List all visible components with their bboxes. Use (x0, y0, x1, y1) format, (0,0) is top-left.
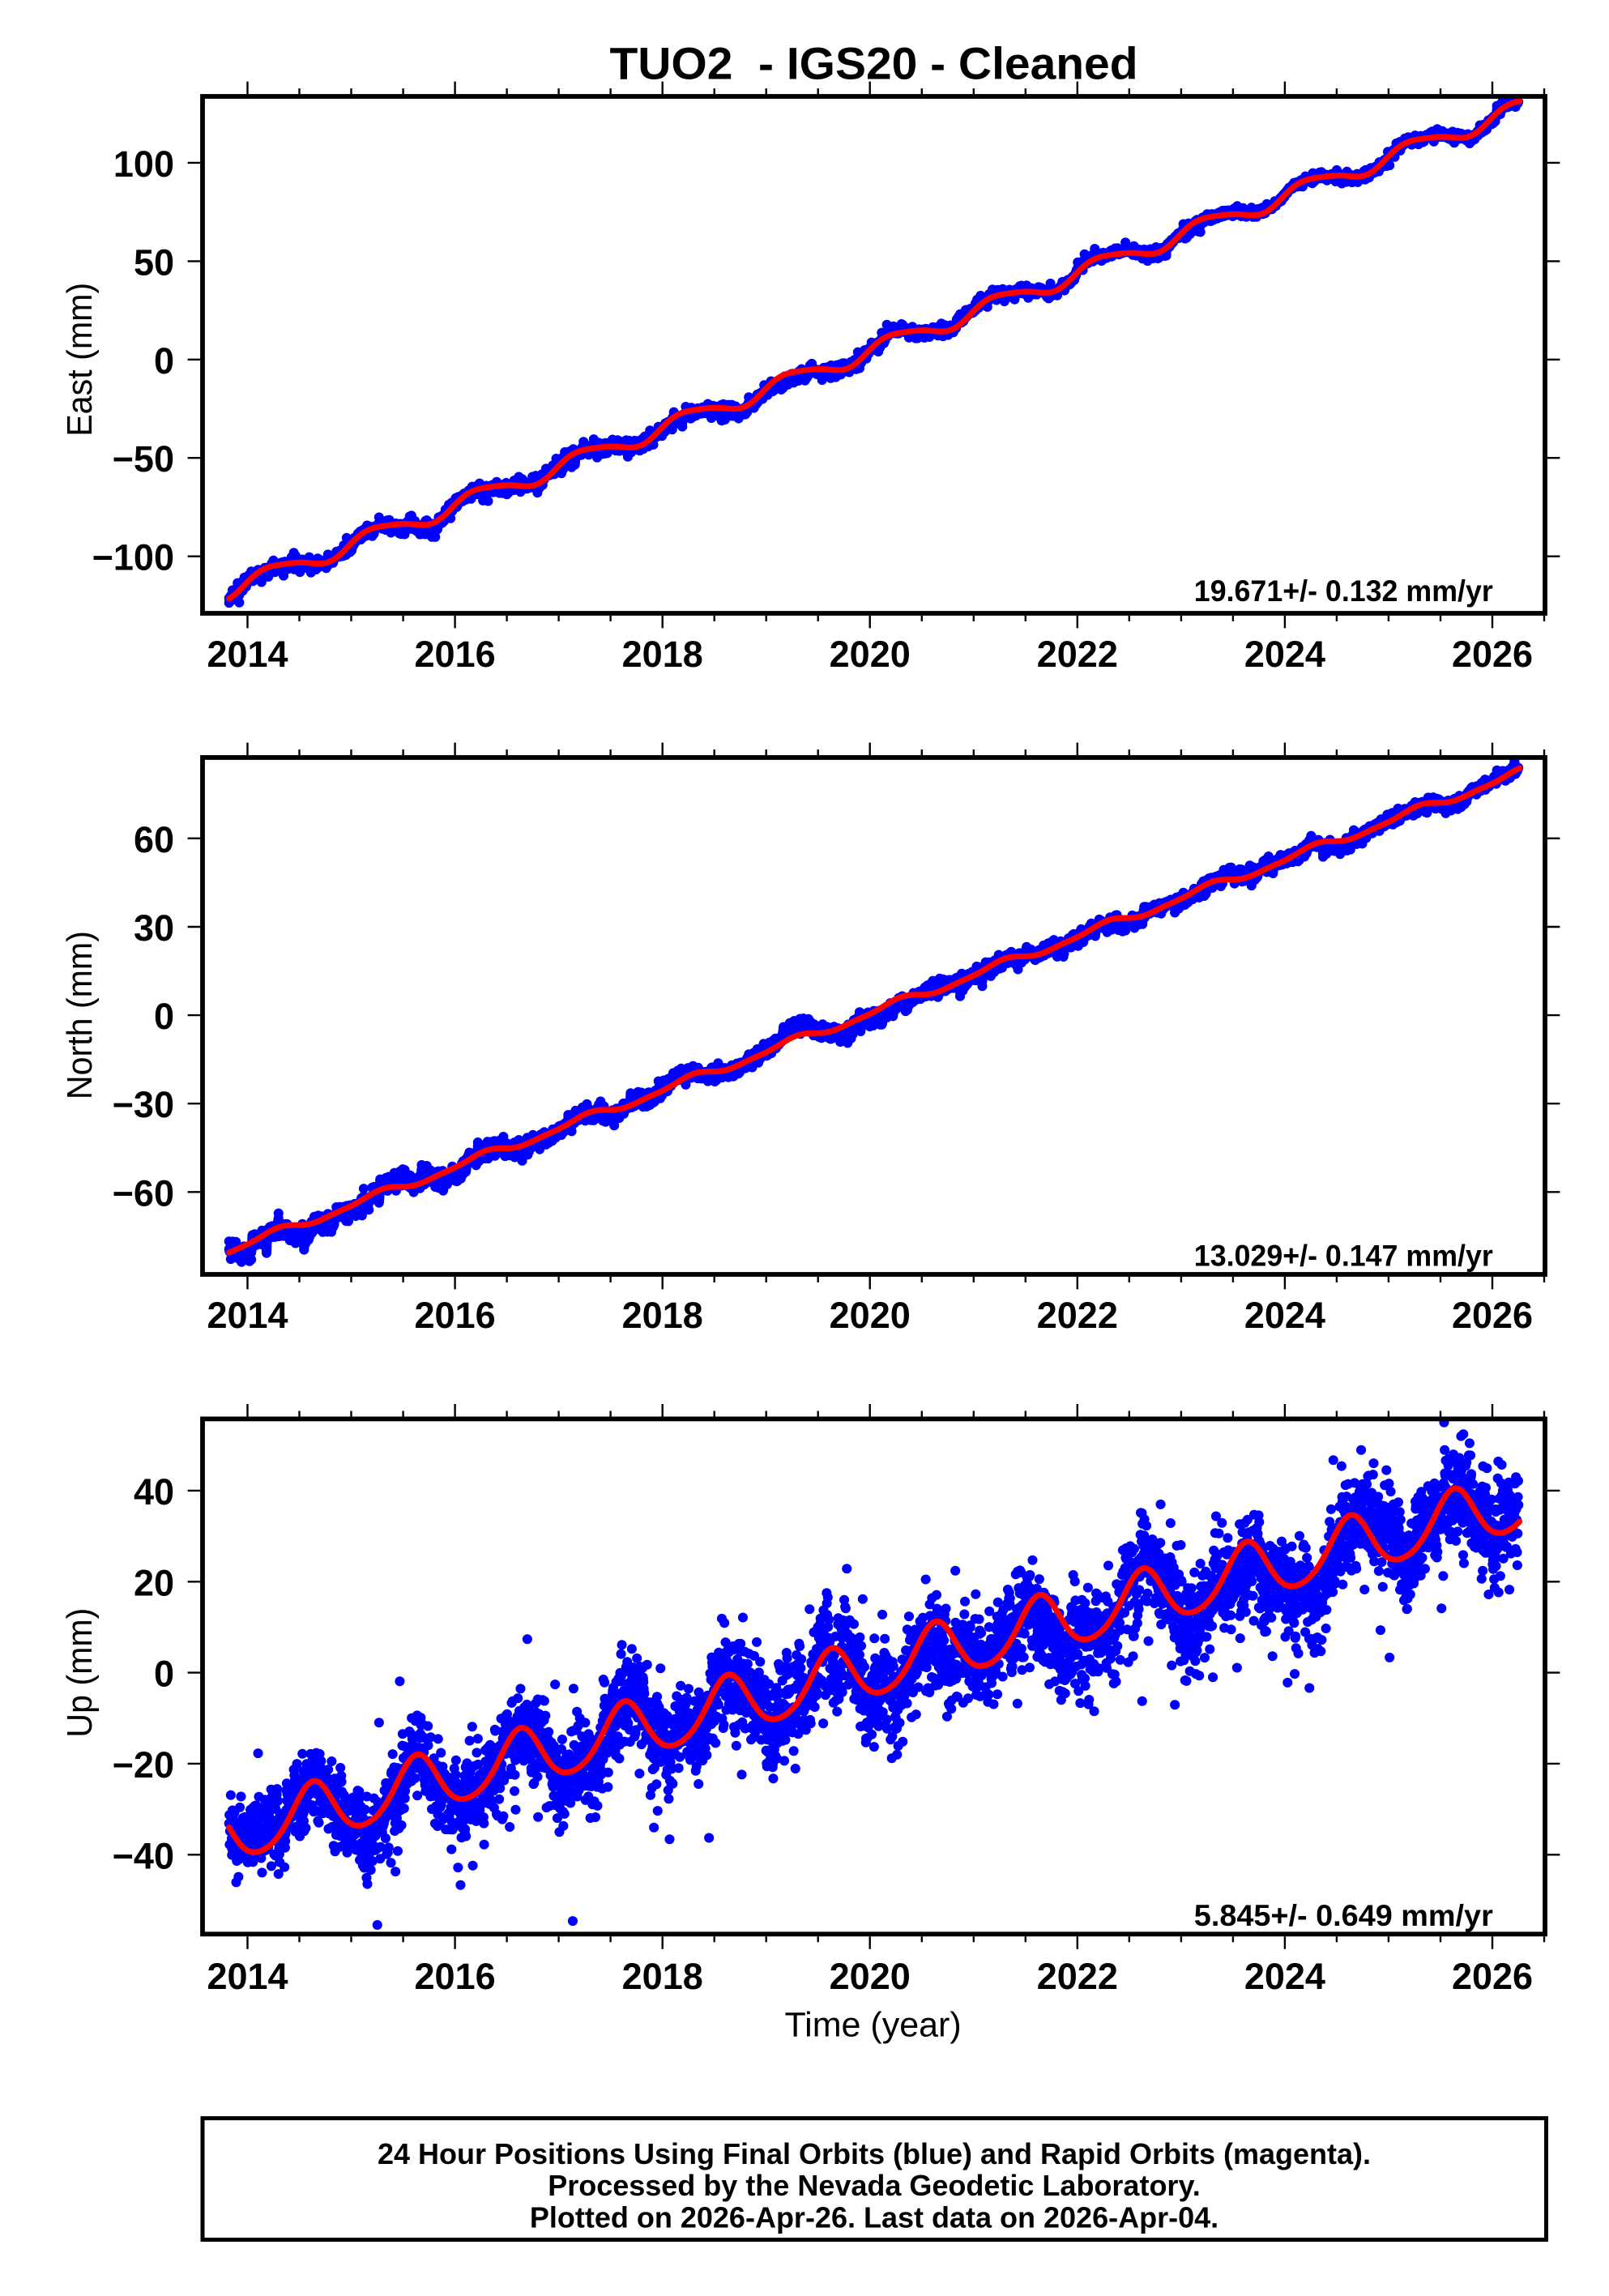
svg-text:13.029+/- 0.147 mm/yr: 13.029+/- 0.147 mm/yr (1194, 1239, 1493, 1272)
svg-text:Plotted on 2026-Apr-26. Last d: Plotted on 2026-Apr-26. Last data on 202… (530, 2200, 1218, 2234)
svg-text:60: 60 (134, 819, 174, 860)
svg-text:2024: 2024 (1244, 634, 1325, 675)
svg-text:2022: 2022 (1037, 634, 1118, 675)
svg-text:2022: 2022 (1037, 1956, 1118, 1997)
svg-text:−40: −40 (113, 1835, 174, 1876)
svg-text:East (mm): East (mm) (60, 283, 100, 437)
svg-text:Up (mm): Up (mm) (60, 1608, 100, 1738)
svg-text:100: 100 (113, 143, 174, 185)
svg-text:0: 0 (154, 1654, 174, 1695)
svg-text:−60: −60 (113, 1172, 174, 1214)
svg-text:2026: 2026 (1452, 1956, 1533, 1997)
svg-text:24 Hour Positions Using Final: 24 Hour Positions Using Final Orbits (bl… (378, 2137, 1371, 2170)
svg-text:2020: 2020 (830, 634, 911, 675)
svg-text:0: 0 (154, 340, 174, 382)
svg-text:2014: 2014 (207, 634, 288, 675)
svg-text:TUO2 - IGS20 - Cleaned: TUO2 - IGS20 - Cleaned (610, 38, 1138, 89)
svg-text:19.671+/- 0.132 mm/yr: 19.671+/- 0.132 mm/yr (1194, 574, 1493, 608)
svg-text:2026: 2026 (1452, 634, 1533, 675)
svg-text:50: 50 (134, 241, 174, 283)
svg-text:North (mm): North (mm) (60, 931, 100, 1099)
svg-text:2018: 2018 (622, 1295, 703, 1336)
svg-text:2024: 2024 (1244, 1956, 1325, 1997)
svg-text:2016: 2016 (415, 1295, 496, 1336)
svg-text:5.845+/- 0.649 mm/yr: 5.845+/- 0.649 mm/yr (1194, 1899, 1493, 1932)
svg-text:2014: 2014 (207, 1295, 288, 1336)
svg-text:2018: 2018 (622, 634, 703, 675)
svg-text:Processed by the Nevada Geodet: Processed by the Nevada Geodetic Laborat… (548, 2169, 1201, 2202)
svg-text:−20: −20 (113, 1744, 174, 1786)
svg-text:30: 30 (134, 907, 174, 949)
svg-text:0: 0 (154, 996, 174, 1037)
svg-text:−30: −30 (113, 1084, 174, 1125)
svg-text:2024: 2024 (1244, 1295, 1325, 1336)
svg-text:40: 40 (134, 1471, 174, 1513)
svg-text:2016: 2016 (415, 634, 496, 675)
svg-text:2020: 2020 (830, 1956, 911, 1997)
svg-text:20: 20 (134, 1562, 174, 1603)
svg-text:2014: 2014 (207, 1956, 288, 1997)
svg-text:2020: 2020 (830, 1295, 911, 1336)
svg-text:Time (year): Time (year) (784, 2006, 961, 2045)
svg-text:2022: 2022 (1037, 1295, 1118, 1336)
svg-text:−100: −100 (92, 537, 174, 578)
svg-text:−50: −50 (113, 438, 174, 480)
svg-text:2026: 2026 (1452, 1295, 1533, 1336)
svg-text:2016: 2016 (415, 1956, 496, 1997)
svg-text:2018: 2018 (622, 1956, 703, 1997)
